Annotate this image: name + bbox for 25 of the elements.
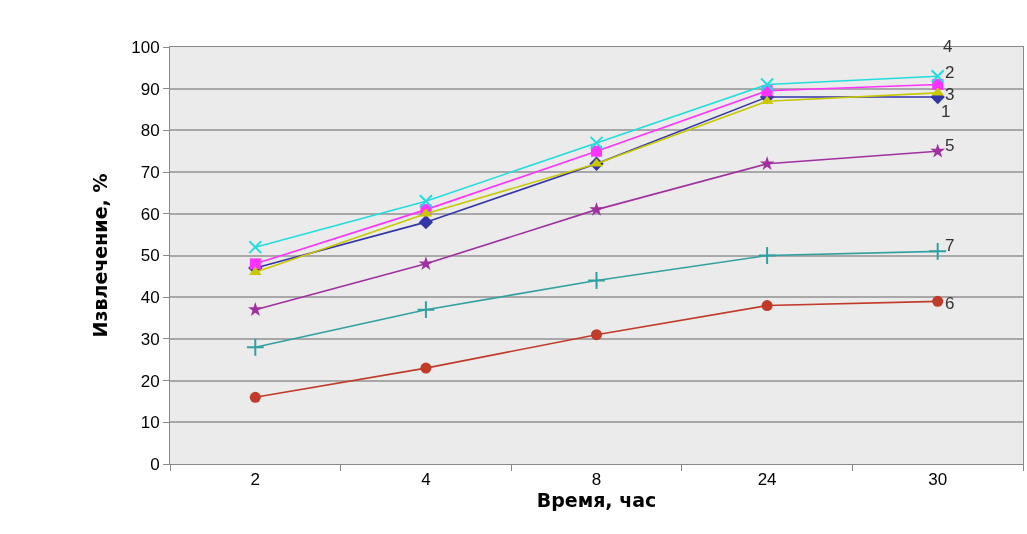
y-tick-label: 100: [131, 37, 160, 57]
y-tick-label: 30: [140, 329, 160, 349]
x-tick-label: 2: [250, 470, 261, 490]
x-axis-title: Время, час: [536, 489, 657, 512]
series-label: 5: [945, 136, 955, 155]
y-tick-label: 60: [140, 204, 160, 224]
y-tick-label: 0: [150, 454, 160, 474]
y-tick-label: 70: [140, 163, 160, 183]
y-tick-label: 40: [140, 288, 160, 308]
x-tick-label: 8: [591, 470, 602, 490]
series-label: 4: [943, 37, 953, 56]
series-label: 7: [945, 236, 955, 255]
x-tick-label: 30: [928, 470, 948, 490]
series-label: 3: [945, 85, 955, 104]
y-tick-label: 10: [140, 413, 160, 433]
x-tick-label: 24: [757, 470, 777, 490]
series-label: 2: [945, 63, 955, 82]
x-tick-label: 4: [421, 470, 431, 490]
y-tick-label: 80: [140, 121, 160, 141]
y-tick-label: 50: [140, 246, 160, 266]
y-tick-label: 90: [140, 79, 160, 99]
series-label: 1: [941, 102, 951, 121]
series-label: 6: [945, 294, 955, 313]
y-axis-title: Извлечение, %: [89, 173, 112, 338]
y-tick-label: 20: [140, 371, 160, 391]
